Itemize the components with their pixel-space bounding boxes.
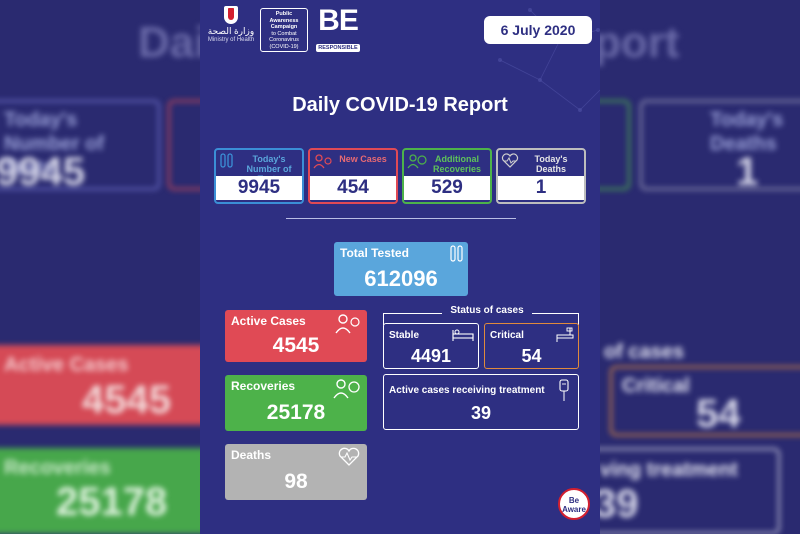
blurred-background-left: Dai Today's Number of Tests 9945 Active … [0,0,200,534]
ministry-english-name: Ministry of Health [207,37,255,43]
iv-drip-icon [559,379,569,401]
blurred-status-label: of cases [604,341,685,363]
stat-additional-recoveries: Additional Recoveries 529 [402,148,492,204]
stat-new-cases-label: New Cases [339,154,387,164]
blurred-active-label: Active Cases [4,354,129,376]
be-logo-subtext: RESPONSIBLE [316,44,360,52]
campaign-logo: Public Awareness Campaign to Combat Coro… [260,8,308,52]
stat-new-cases: New Cases 454 [308,148,398,204]
deaths-label: Deaths [231,448,272,462]
active-cases-value: 4545 [272,334,320,357]
critical-label: Critical [490,330,524,341]
stable-value: 4491 [410,346,452,366]
blurred-treatment-box [600,448,780,534]
active-cases-card: Active Cases 4545 [225,310,367,362]
treatment-cases-box: Active cases receiving treatment 39 [383,374,579,430]
blurred-cases-box [168,100,200,190]
stat-recoveries-label: Additional Recoveries [432,154,482,174]
total-tested-value: 612096 [364,266,438,291]
stat-tests-today: Today's Number of Tests 9945 [214,148,304,204]
blurred-deaths-label: Today's Deaths [710,109,784,155]
treatment-value: 39 [470,403,492,423]
stat-deaths-today: Today's Deaths 1 [496,148,586,204]
blurred-tests-value: 9945 [0,150,85,194]
stat-recoveries-value: 529 [404,176,490,200]
status-of-cases-title: Status of cases [442,305,532,316]
test-tubes-icon [220,153,233,168]
page-title: Daily COVID-19 Report [292,94,508,116]
blurred-critical-value: 54 [696,392,741,436]
report-date: 6 July 2020 [484,16,592,44]
blurred-recoveries-box [600,100,630,190]
heart-pulse-icon [501,153,519,168]
stat-tests-value: 9945 [216,176,302,200]
blurred-active-band [0,345,200,425]
person-virus-icon [313,154,332,169]
blurred-tests-box [0,100,160,190]
stable-label: Stable [389,330,420,341]
blurred-treatment-value: 39 [600,482,639,526]
treatment-label: Active cases receiving treatment [389,385,545,396]
blurred-critical-label: Critical [622,375,690,397]
campaign-subtitle: to Combat Coronavirus (COVID-19) [269,30,299,50]
be-responsible-logo: BE RESPONSIBLE [316,6,360,54]
section-divider [286,218,516,219]
blurred-recoveries-value: 25178 [56,480,168,524]
ministry-of-health-logo: وزارة الصحة Ministry of Health [206,6,256,43]
ministry-arabic-name: وزارة الصحة [207,26,255,36]
stat-deaths-label: Today's Deaths [534,154,568,174]
hospital-bed-drip-icon [556,327,574,342]
stable-cases-box: Stable 4491 [383,323,479,369]
active-cases-label: Active Cases [231,314,306,328]
blurred-recoveries-band [0,448,200,534]
blurred-critical-box [610,366,800,436]
deaths-card: Deaths 98 [225,444,367,500]
campaign-title: Public Awareness Campaign [269,11,299,30]
recoveries-value: 25178 [266,401,326,424]
stat-deaths-value: 1 [498,176,584,200]
critical-value: 54 [521,346,542,366]
stat-new-cases-value: 454 [310,176,396,200]
critical-cases-box: Critical 54 [484,323,579,369]
bed-icon [452,329,474,341]
blurred-deaths-value: 1 [736,150,759,194]
blurred-title-fragment: port [600,18,680,67]
blurred-recoveries-label: Recoveries [4,457,111,479]
person-recovery-icon [407,154,427,169]
blurred-active-value: 4545 [82,378,171,422]
blurred-background-right: port Today's Deaths 1 of cases Critical … [600,0,800,534]
blurred-deaths-box [640,100,800,190]
total-tested-card: Total Tested 612096 [334,242,468,296]
heart-pulse-icon [338,447,360,466]
blurred-treatment-label: ving treatment [600,459,738,481]
blurred-tests-label: Today's Number of Tests [4,109,104,179]
test-tubes-icon [450,245,463,262]
recoveries-card: Recoveries 25178 [225,375,367,431]
total-tested-label: Total Tested [340,246,409,260]
be-logo-text: BE [318,4,359,37]
be-aware-badge: Be Aware [558,488,590,520]
daily-report-poster: وزارة الصحة Ministry of Health Public Aw… [200,0,600,534]
deaths-value: 98 [284,470,308,493]
person-recovery-icon [333,379,360,399]
blurred-title-fragment: Dai [138,18,200,67]
recoveries-label: Recoveries [231,379,296,393]
person-virus-icon [335,314,360,334]
bahrain-emblem-icon [224,6,238,24]
